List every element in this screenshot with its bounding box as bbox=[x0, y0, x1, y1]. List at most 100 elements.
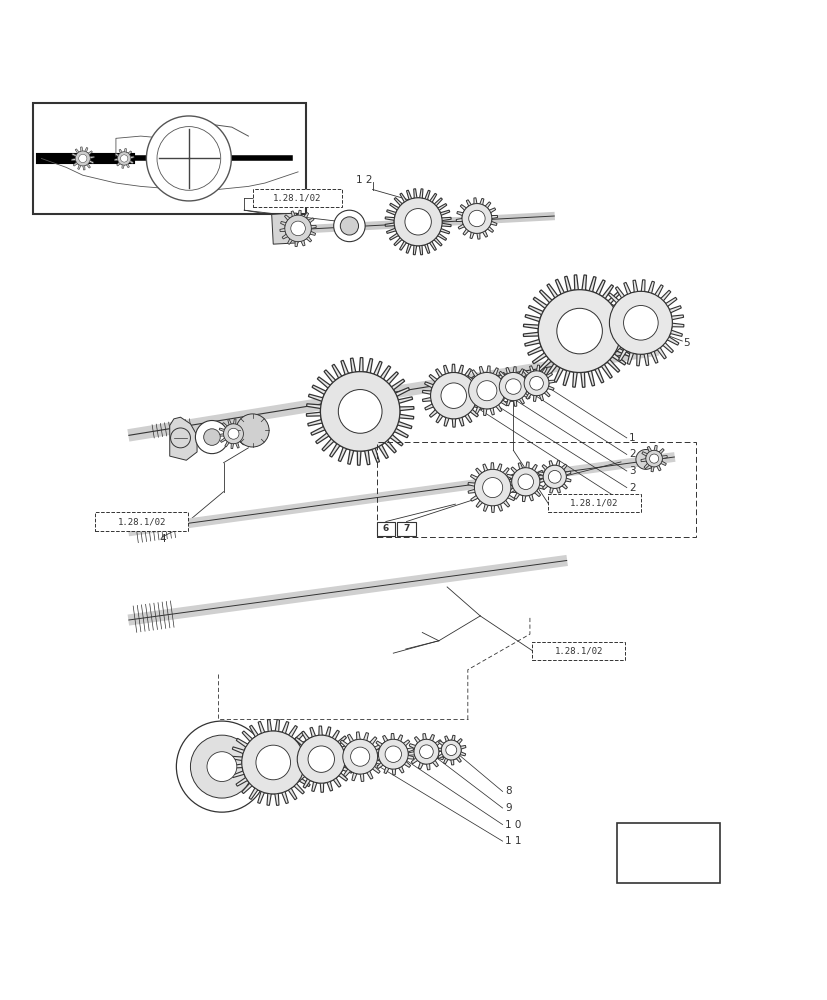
Text: 1.28.1/02: 1.28.1/02 bbox=[117, 517, 165, 526]
Polygon shape bbox=[538, 461, 571, 493]
Circle shape bbox=[350, 747, 370, 766]
Text: 1: 1 bbox=[629, 433, 635, 443]
Circle shape bbox=[645, 450, 662, 467]
Circle shape bbox=[414, 739, 438, 764]
Text: 3: 3 bbox=[629, 499, 635, 509]
Text: 7: 7 bbox=[403, 524, 409, 533]
Text: 1.28.1/02: 1.28.1/02 bbox=[570, 499, 618, 508]
Polygon shape bbox=[640, 445, 667, 472]
Circle shape bbox=[499, 372, 527, 401]
Circle shape bbox=[236, 414, 269, 447]
Circle shape bbox=[556, 308, 601, 354]
Circle shape bbox=[482, 478, 502, 498]
Circle shape bbox=[518, 474, 533, 490]
Polygon shape bbox=[467, 463, 517, 512]
Polygon shape bbox=[288, 726, 354, 792]
Polygon shape bbox=[385, 189, 451, 255]
Circle shape bbox=[223, 424, 243, 444]
Circle shape bbox=[609, 291, 672, 354]
Polygon shape bbox=[408, 734, 444, 770]
Circle shape bbox=[117, 152, 131, 165]
Circle shape bbox=[538, 290, 620, 372]
Circle shape bbox=[468, 372, 504, 409]
Polygon shape bbox=[372, 733, 414, 775]
Text: 5: 5 bbox=[682, 338, 689, 348]
Circle shape bbox=[290, 221, 305, 236]
Text: 1 2: 1 2 bbox=[356, 175, 372, 185]
Text: 9: 9 bbox=[504, 803, 511, 813]
Circle shape bbox=[394, 198, 442, 246]
Circle shape bbox=[195, 421, 228, 454]
Polygon shape bbox=[456, 198, 497, 239]
Text: 4: 4 bbox=[160, 534, 166, 544]
Circle shape bbox=[342, 739, 377, 774]
Bar bbox=[33, 103, 306, 214]
Circle shape bbox=[203, 429, 220, 445]
Circle shape bbox=[505, 379, 520, 394]
Circle shape bbox=[75, 151, 90, 166]
Polygon shape bbox=[461, 366, 511, 416]
Polygon shape bbox=[597, 280, 683, 366]
Circle shape bbox=[256, 745, 290, 780]
Circle shape bbox=[340, 217, 358, 235]
Circle shape bbox=[523, 371, 548, 396]
Text: 2: 2 bbox=[629, 449, 635, 459]
Text: 2: 2 bbox=[629, 483, 635, 493]
Polygon shape bbox=[422, 364, 485, 427]
Circle shape bbox=[207, 752, 237, 782]
Circle shape bbox=[333, 210, 365, 242]
Circle shape bbox=[511, 468, 539, 496]
Circle shape bbox=[190, 735, 253, 798]
Polygon shape bbox=[518, 365, 554, 401]
Bar bbox=[616, 823, 719, 883]
Text: 6: 6 bbox=[382, 524, 389, 533]
Circle shape bbox=[338, 390, 381, 433]
Circle shape bbox=[284, 215, 311, 242]
Polygon shape bbox=[114, 149, 134, 168]
Polygon shape bbox=[493, 367, 533, 406]
Bar bbox=[547, 494, 640, 512]
Text: 1.28.1/02: 1.28.1/02 bbox=[554, 646, 602, 655]
Polygon shape bbox=[71, 147, 94, 170]
Circle shape bbox=[441, 740, 461, 760]
Text: 8: 8 bbox=[504, 786, 511, 796]
Circle shape bbox=[121, 155, 127, 162]
Polygon shape bbox=[230, 720, 316, 805]
Circle shape bbox=[648, 454, 658, 463]
Text: 1.28.1/02: 1.28.1/02 bbox=[273, 193, 321, 202]
Polygon shape bbox=[218, 419, 248, 449]
Circle shape bbox=[441, 383, 466, 408]
Polygon shape bbox=[436, 735, 466, 765]
Bar bbox=[95, 512, 188, 531]
Circle shape bbox=[320, 372, 399, 451]
Circle shape bbox=[547, 470, 561, 483]
Polygon shape bbox=[335, 732, 385, 781]
Circle shape bbox=[378, 739, 408, 769]
Circle shape bbox=[176, 721, 267, 812]
Polygon shape bbox=[280, 210, 316, 247]
Circle shape bbox=[385, 746, 401, 762]
Text: 1 0: 1 0 bbox=[504, 820, 521, 830]
Circle shape bbox=[404, 209, 431, 235]
Polygon shape bbox=[505, 462, 545, 502]
Circle shape bbox=[476, 381, 496, 401]
Circle shape bbox=[445, 745, 457, 756]
Bar bbox=[376, 442, 695, 537]
Circle shape bbox=[297, 735, 345, 783]
Circle shape bbox=[79, 154, 87, 163]
Circle shape bbox=[419, 745, 433, 759]
Circle shape bbox=[227, 428, 239, 439]
Circle shape bbox=[543, 465, 566, 488]
Bar bbox=[397, 522, 415, 536]
Circle shape bbox=[468, 210, 485, 227]
Circle shape bbox=[308, 746, 334, 772]
Circle shape bbox=[146, 116, 231, 201]
Polygon shape bbox=[306, 358, 414, 465]
Bar bbox=[532, 642, 624, 660]
Bar bbox=[271, 213, 298, 244]
Circle shape bbox=[241, 731, 304, 794]
Text: 1 1: 1 1 bbox=[504, 836, 521, 846]
Bar bbox=[376, 522, 394, 536]
Circle shape bbox=[474, 469, 510, 506]
Circle shape bbox=[430, 372, 476, 419]
